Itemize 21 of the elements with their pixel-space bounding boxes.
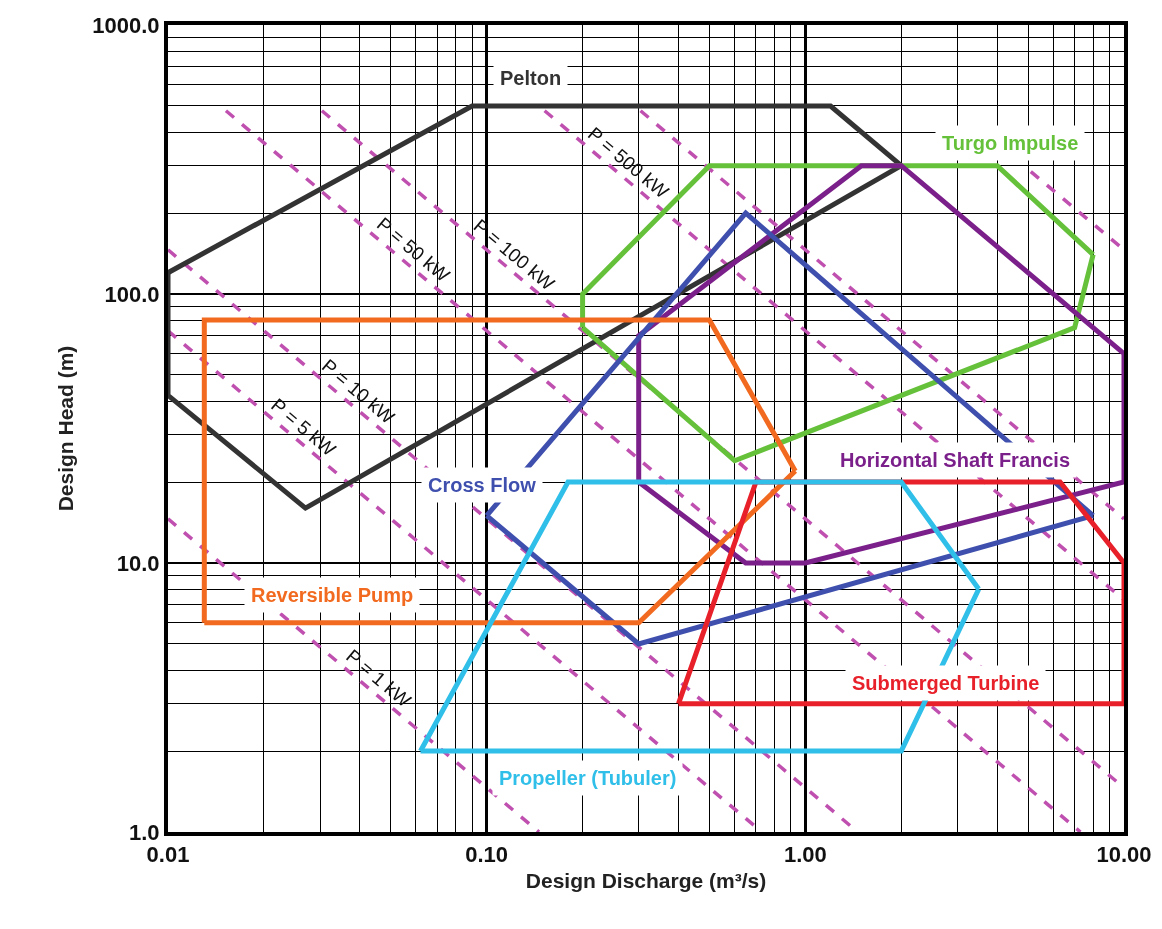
- series-label: Pelton: [500, 67, 562, 89]
- annotation: P = 50 kW: [372, 213, 454, 286]
- x-tick-label: 10.00: [1096, 842, 1152, 868]
- y-axis-title: Design Head (m): [53, 345, 77, 512]
- series-label: Turgo Impulse: [942, 132, 1079, 154]
- text: Submerged Turbine: [852, 672, 1040, 694]
- text: Horizontal Shaft Francis: [840, 449, 1071, 471]
- x-axis-title: Design Discharge (m³/s): [525, 869, 767, 893]
- y-tick-label: 1000.0: [92, 12, 160, 38]
- y-tick-label: 10.0: [116, 550, 160, 576]
- x-tick-label: 1.00: [783, 842, 827, 868]
- series-label: Cross Flow: [428, 474, 537, 496]
- annotation: P = 100 kW: [469, 214, 559, 295]
- text: Propeller (Tubuler): [499, 767, 677, 789]
- annotation: P = 500 kW: [583, 122, 673, 203]
- text: Reversible Pump: [251, 584, 414, 606]
- x-tick-label: 0.10: [465, 842, 509, 868]
- annotation: P = 1 kW: [342, 645, 415, 712]
- y-tick-label: 1.0: [129, 819, 160, 845]
- x-tick-label: 0.01: [146, 842, 190, 868]
- y-tick-label: 100.0: [104, 281, 160, 307]
